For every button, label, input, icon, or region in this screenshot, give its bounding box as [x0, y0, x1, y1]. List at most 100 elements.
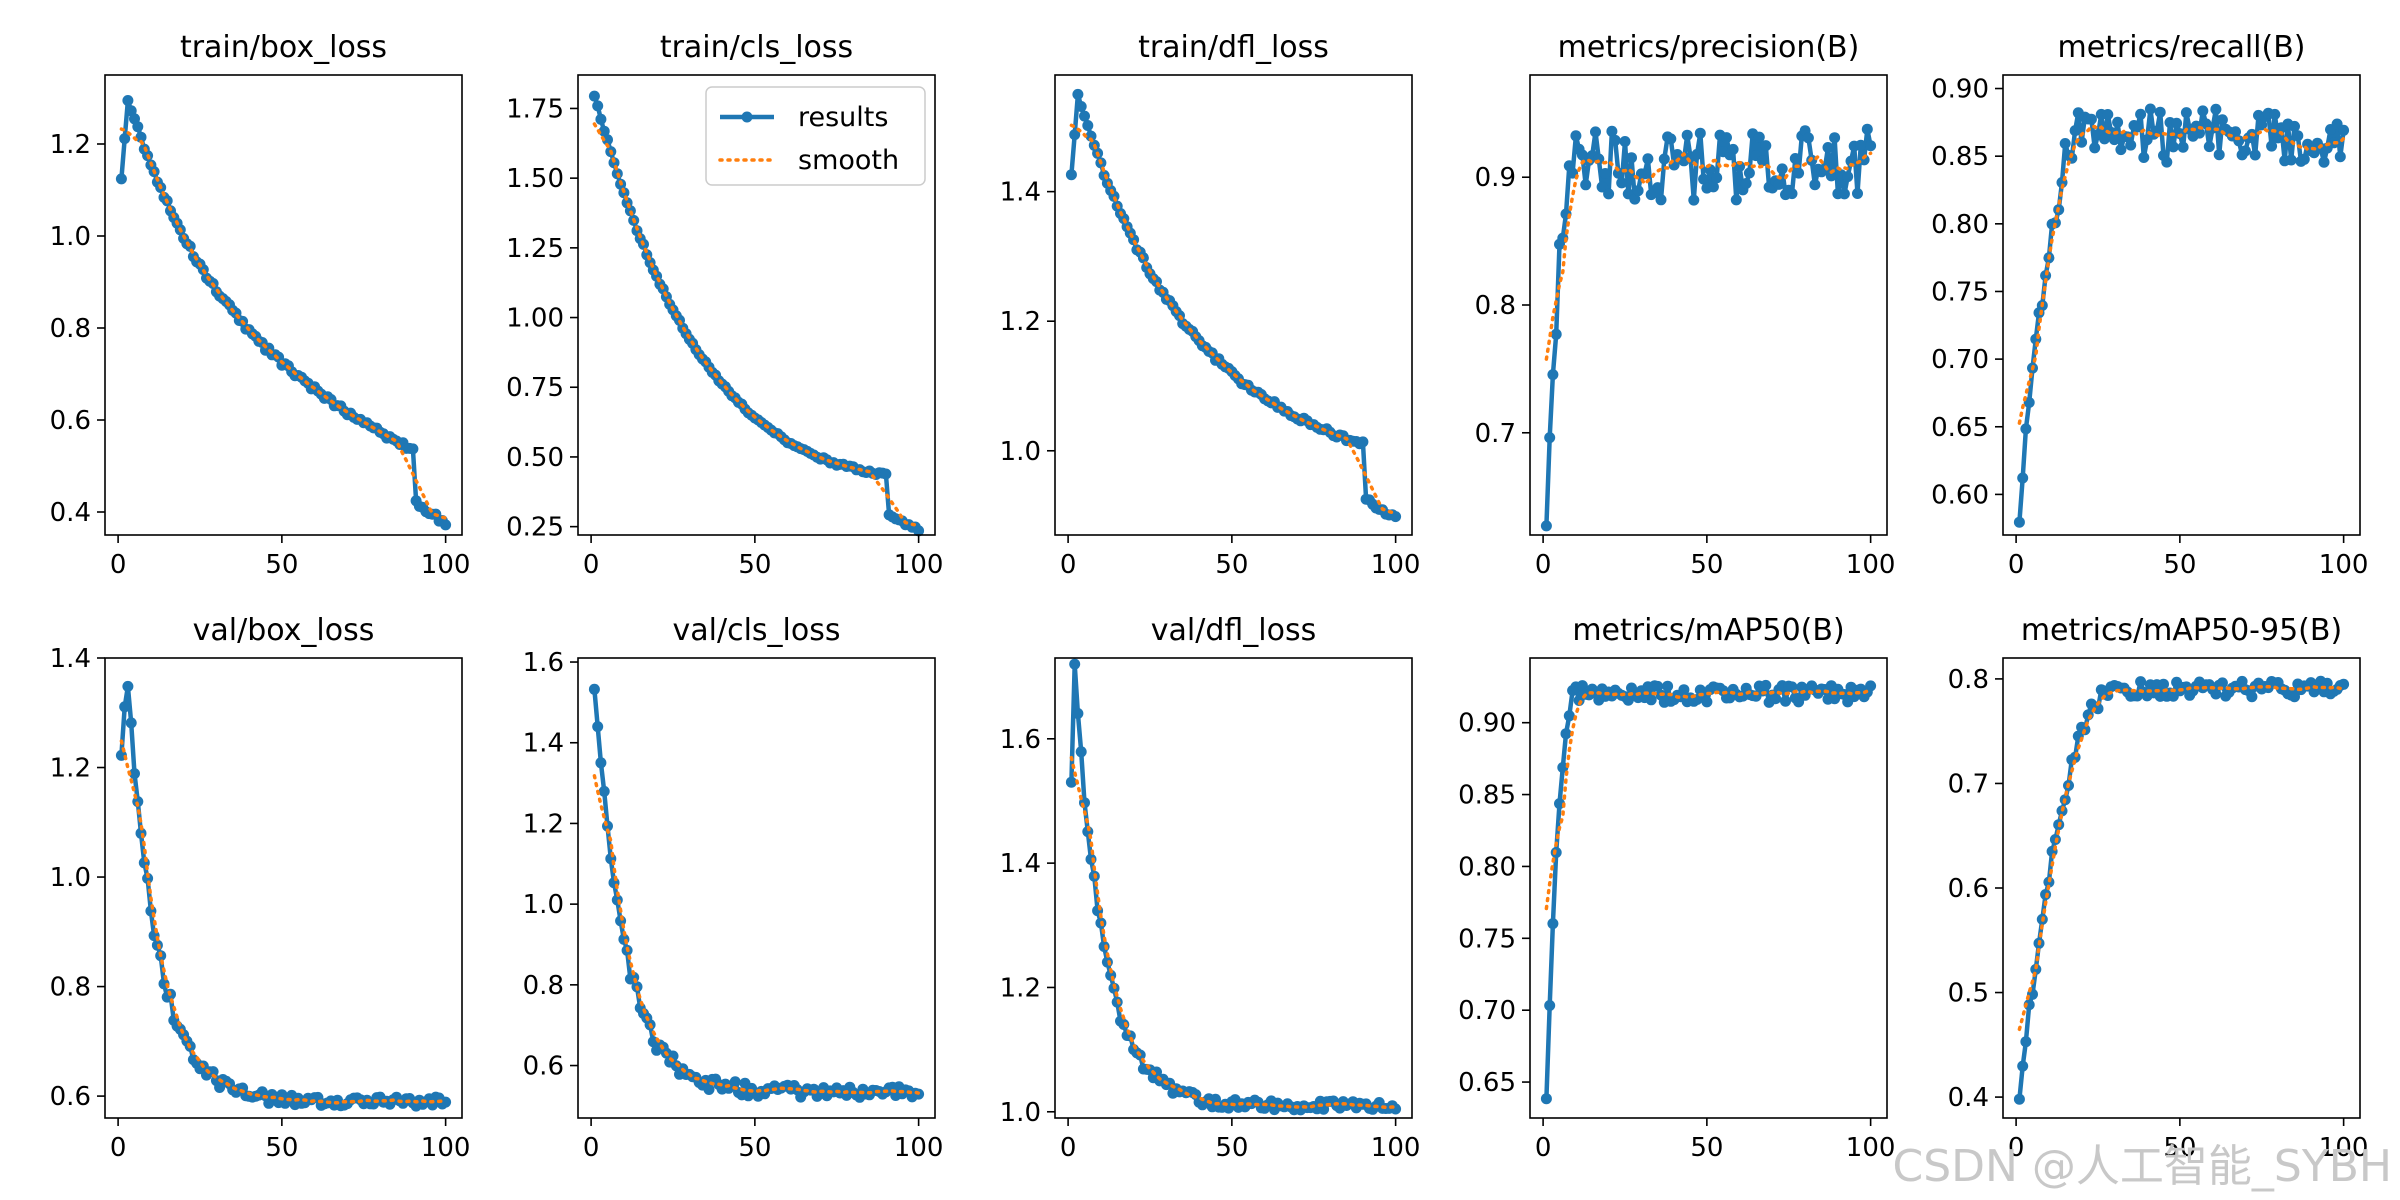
results-point: [1711, 172, 1723, 184]
results-point: [1721, 132, 1732, 144]
results-point: [2256, 119, 2268, 131]
results-point: [1838, 188, 1850, 200]
results-point: [1707, 181, 1719, 193]
results-point: [1865, 680, 1877, 692]
smooth-line: [2017, 124, 2346, 425]
results-point: [2216, 114, 2228, 126]
results-point: [2017, 1060, 2029, 1072]
results-point: [2138, 152, 2150, 163]
results-point: [1852, 188, 1863, 199]
results-point: [1678, 684, 1690, 696]
results-point: [2158, 678, 2169, 690]
x-tick-label: 50: [1690, 1133, 1723, 1163]
y-tick-label: 1.75: [506, 94, 564, 124]
subplot-title: metrics/precision(B): [1558, 30, 1860, 65]
results-point: [913, 525, 925, 537]
subplot-10: metrics/mAP50-95(B) 0 50 100 0.4 0.5 0.6 0.7 0.8: [1948, 613, 2369, 1163]
results-point: [1770, 693, 1782, 705]
results-point: [1639, 168, 1651, 180]
results-point: [1701, 696, 1713, 708]
results-point: [1606, 125, 1618, 137]
results-point: [1075, 746, 1087, 758]
results-point: [142, 872, 154, 884]
smooth-line: [2017, 684, 2346, 1032]
results-point: [119, 701, 131, 713]
results-point: [2013, 516, 2025, 528]
results-point: [122, 95, 134, 106]
x-tick-label: 0: [2008, 550, 2025, 580]
y-tick-label: 1.6: [1000, 725, 1041, 755]
results-point: [119, 133, 131, 145]
y-tick-label: 1.25: [506, 234, 564, 264]
results-point: [2135, 676, 2147, 688]
y-tick-label: 0.65: [1931, 413, 1989, 443]
results-point: [1662, 680, 1674, 692]
results-point: [588, 683, 600, 695]
x-tick-label: 50: [2163, 1133, 2196, 1163]
y-tick-label: 0.8: [523, 971, 564, 1001]
subplot-1: train/box_loss 0 50 100 0.4 0.6 0.8 1.0 1.2: [50, 30, 471, 580]
results-point: [1780, 695, 1791, 707]
results-point: [1743, 167, 1755, 179]
axes-frame: [577, 657, 936, 1119]
results-point: [1576, 680, 1588, 692]
y-tick-label: 0.85: [1931, 142, 1989, 172]
subplot-5: metrics/recall(B) 0 50 100 0.60 0.65 0.70 0.75 0…: [1931, 30, 2368, 580]
y-tick-label: 0.70: [1458, 996, 1516, 1026]
results-point: [1619, 136, 1631, 147]
results-point: [1734, 160, 1746, 172]
subplot-title: val/dfl_loss: [1151, 613, 1316, 648]
results-point: [2210, 103, 2222, 115]
results-point: [2174, 128, 2186, 140]
smooth-line: [119, 739, 448, 1105]
results-point: [2144, 103, 2156, 115]
results-point: [2167, 141, 2179, 153]
y-tick-label: 0.70: [1931, 345, 1989, 375]
results-point: [1727, 143, 1739, 155]
results-point: [2069, 125, 2081, 137]
axes-frame: [104, 74, 463, 536]
results-point: [2239, 145, 2251, 157]
smooth-line: [1544, 151, 1873, 361]
y-tick-label: 1.0: [1000, 437, 1041, 467]
results-point: [1390, 1103, 1402, 1115]
results-point: [1612, 167, 1624, 179]
y-tick-label: 0.8: [50, 973, 91, 1003]
results-point: [588, 90, 600, 102]
results-point: [1599, 168, 1611, 179]
subplot-title: train/box_loss: [180, 30, 387, 65]
y-tick-label: 0.5: [1948, 979, 1989, 1009]
results-point: [2266, 140, 2278, 152]
y-tick-label: 0.7: [1475, 419, 1516, 449]
axes-frame: [2002, 74, 2361, 536]
results-line: [1069, 92, 1397, 519]
results-point: [1665, 133, 1677, 145]
results-point: [2285, 154, 2297, 166]
results-point: [1629, 193, 1641, 205]
results-point: [1802, 132, 1814, 144]
results-point: [2023, 397, 2035, 408]
results-point: [1079, 110, 1090, 122]
results-point: [1082, 120, 1094, 131]
results-point: [598, 785, 610, 797]
subplot-title: train/dfl_loss: [1138, 30, 1329, 65]
results-point: [1760, 679, 1772, 691]
axes-frame: [1054, 74, 1413, 536]
y-tick-label: 0.6: [50, 1082, 91, 1112]
smooth-line: [1069, 123, 1398, 516]
results-point: [1072, 88, 1084, 100]
results-point: [207, 1066, 219, 1078]
smooth-line: [1069, 755, 1398, 1110]
x-tick-label: 0: [110, 1133, 127, 1163]
legend-smooth-label: smooth: [798, 145, 899, 176]
x-tick-label: 100: [2319, 550, 2369, 580]
subplot-title: train/cls_loss: [660, 30, 853, 65]
axes-frame: [1529, 657, 1888, 1119]
results-point: [1560, 728, 1572, 740]
axes-frame: [1054, 657, 1413, 1119]
results-point: [1822, 142, 1834, 153]
results-point: [2203, 141, 2215, 153]
results-point: [1069, 658, 1081, 670]
results-point: [2197, 105, 2209, 117]
results-point: [2135, 108, 2147, 120]
